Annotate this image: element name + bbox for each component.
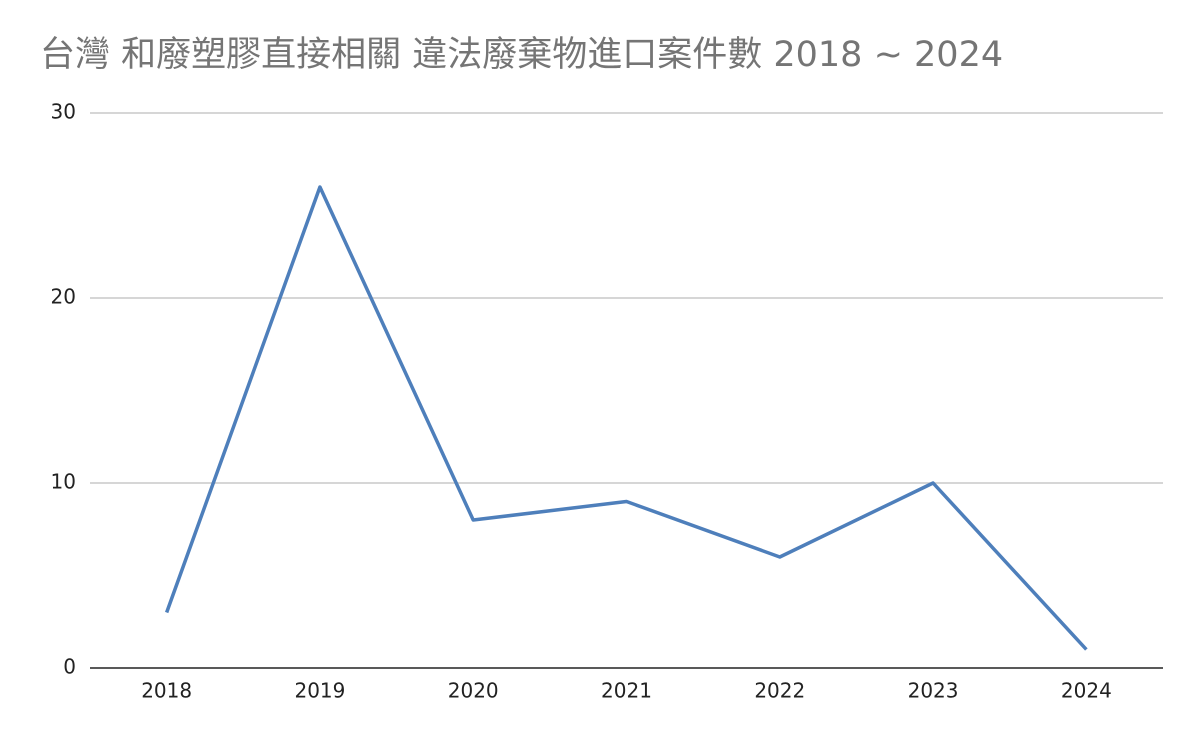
x-tick-label: 2021 [601, 679, 652, 703]
y-tick-label: 20 [51, 285, 76, 309]
y-tick-label: 30 [51, 100, 76, 124]
x-tick-label: 2018 [141, 679, 192, 703]
line-series [164, 185, 1088, 651]
chart-title: 台灣 和廢塑膠直接相關 違法廢棄物進口案件數 2018 ~ 2024 [40, 35, 1003, 75]
x-tick-label: 2019 [294, 679, 345, 703]
y-tick-label: 0 [63, 655, 76, 679]
x-tick-label: 2024 [1061, 679, 1112, 703]
x-tick-label: 2022 [754, 679, 805, 703]
x-tick-label: 2020 [448, 679, 499, 703]
y-tick-label: 10 [51, 470, 76, 494]
x-tick-label: 2023 [908, 679, 959, 703]
